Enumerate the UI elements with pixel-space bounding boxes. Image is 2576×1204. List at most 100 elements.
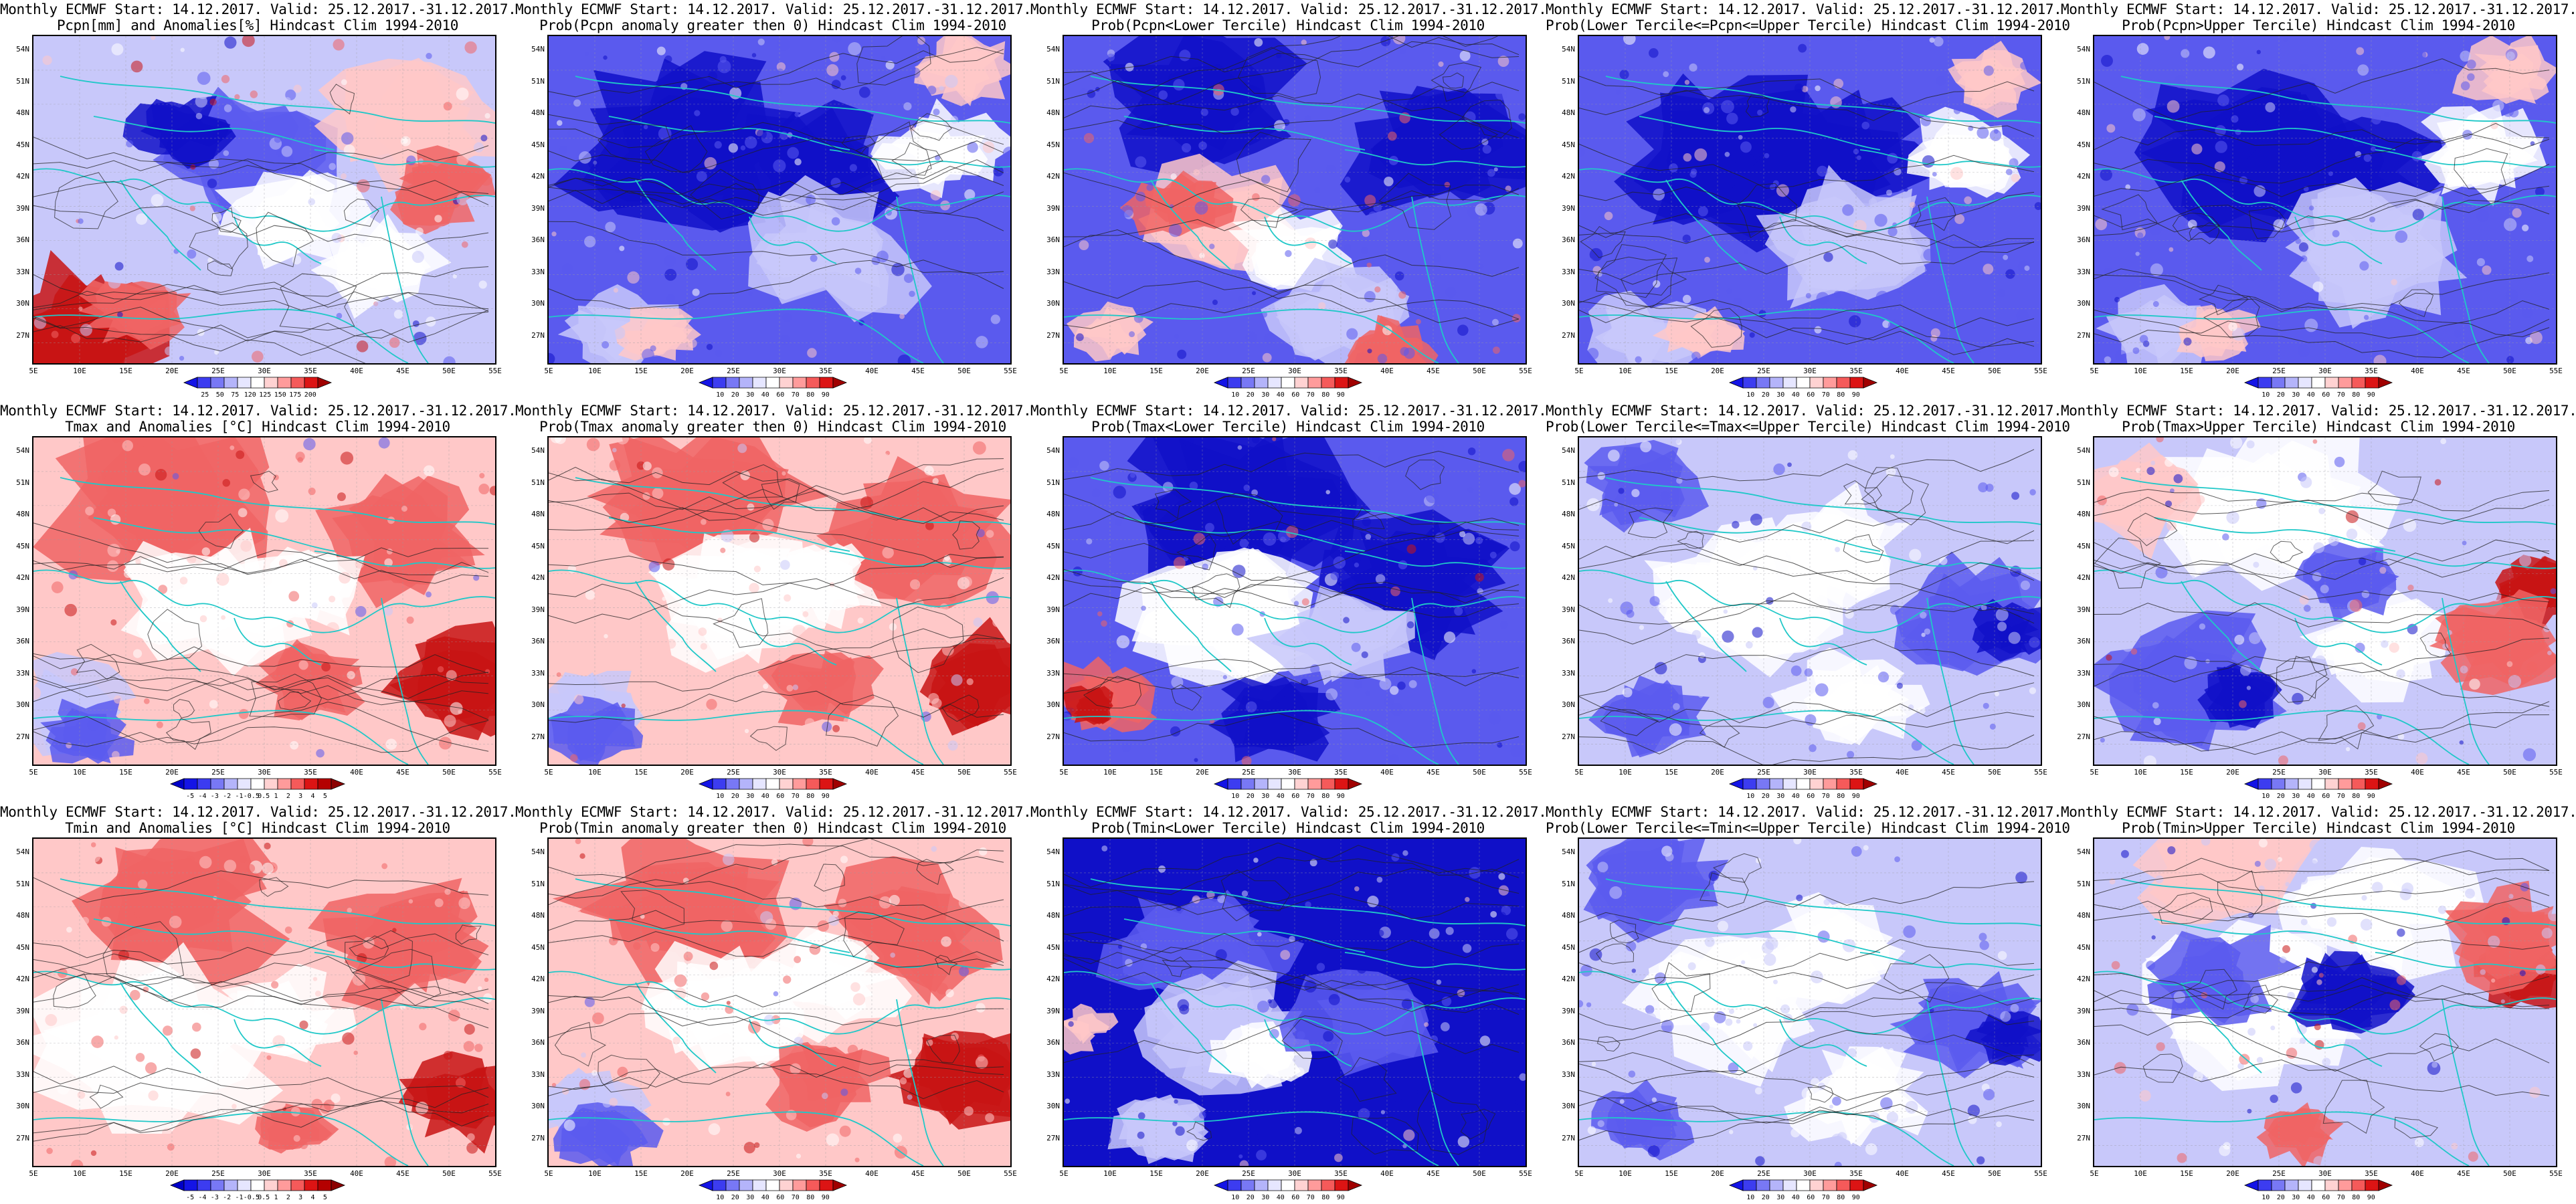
colorbar-swatch [698,778,713,790]
longitude-label: 45E [2457,367,2470,375]
colorbar-swatch [1334,1179,1349,1191]
longitude-label: 40E [865,768,879,777]
latitude-label: 45N [2077,140,2090,149]
latitude-label: 33N [16,1070,29,1079]
latitude-label: 39N [1562,1006,1575,1015]
colorbar-swatch [819,1179,834,1191]
colorbar-tick-label: 60 [1807,793,1815,800]
latitude-label: 48N [531,911,545,920]
longitude-label: 40E [1380,1169,1394,1178]
colorbar [2243,778,2393,790]
longitude-label: 35E [1334,1169,1348,1178]
longitude-label: 40E [1896,1169,1909,1178]
colorbar-swatch [2365,1179,2379,1191]
colorbar-swatch [250,1179,265,1191]
colorbar-swatch [1227,1179,1242,1191]
map-panel: Monthly ECMWF Start: 14.12.2017. Valid: … [0,401,517,803]
longitude-label: 55E [2034,768,2047,777]
forecast-field [1579,839,2041,1166]
colorbar-swatch [2271,778,2286,790]
colorbar-swatch [792,778,807,790]
colorbar-tick-label: 90 [2367,391,2375,399]
latitude-label: 42N [531,172,545,181]
colorbar-tick-label: 30 [1776,391,1785,399]
map-panel: Monthly ECMWF Start: 14.12.2017. Valid: … [1546,401,2070,803]
colorbar-swatch [237,377,252,389]
colorbar-swatch [304,1179,318,1191]
colorbar [1728,778,1878,790]
latitude-label: 39N [531,1006,545,1015]
colorbar-swatch [277,778,292,790]
longitude-label: 25E [727,768,740,777]
longitude-label: 55E [2549,367,2563,375]
longitude-label: 50E [1988,367,2001,375]
map-panel: Monthly ECMWF Start: 14.12.2017. Valid: … [1030,0,1547,401]
longitude-label: 50E [442,367,456,375]
colorbar-swatch [806,1179,820,1191]
latitude-label: 45N [531,541,545,550]
colorbar-tick-label: 90 [821,391,830,399]
panel-title-line-1: Monthly ECMWF Start: 14.12.2017. Valid: … [2061,403,2576,419]
forecast-map [32,35,496,365]
colorbar-swatch [1227,377,1242,389]
colorbar-tick-label: 90 [2367,1194,2375,1201]
longitude-label: 40E [2411,768,2424,777]
colorbar-swatch [1849,778,1864,790]
latitude-label: 54N [2077,446,2090,455]
colorbar-swatch [2243,778,2259,790]
forecast-field [1064,437,1526,765]
latitude-label: 39N [1046,203,1060,213]
latitude-label: 48N [16,510,29,518]
colorbar-swatch [779,1179,794,1191]
colorbar-tick-label: 10 [2262,391,2270,399]
colorbar-swatch [223,778,238,790]
latitude-label: 33N [16,668,29,678]
colorbar-tick-label: 40 [1791,1194,1800,1201]
colorbar-tick-label: 10 [1231,793,1240,800]
colorbar-swatch [1823,778,1837,790]
forecast-map [547,35,1012,365]
colorbar-swatch [765,778,780,790]
colorbar-swatch [277,1179,292,1191]
latitude-label: 48N [1046,108,1060,117]
longitude-label: 40E [350,768,363,777]
colorbar-tick-label: 25 [201,391,209,399]
latitude-label: 45N [531,140,545,149]
longitude-label: 40E [1380,768,1394,777]
longitude-label: 15E [634,367,648,375]
colorbar-tick-label: 10 [1746,793,1755,800]
panel-title-line-1: Monthly ECMWF Start: 14.12.2017. Valid: … [2061,804,2576,820]
latitude-label: 33N [1046,668,1060,678]
longitude-label: 55E [1004,367,1017,375]
colorbar-swatch [210,1179,225,1191]
forecast-field [2094,36,2556,363]
latitude-label: 51N [531,478,545,487]
latitude-label: 33N [2077,1070,2090,1079]
colorbar-tick-label: -4 [198,793,207,800]
forecast-map [32,436,496,766]
longitude-label: 55E [1004,768,1017,777]
panel-title-line-2: Prob(Tmax anomaly greater then 0) Hindca… [539,419,1006,435]
longitude-label: 45E [1942,1169,1955,1178]
latitude-label: 33N [531,668,545,678]
colorbar-tick-label: 30 [1776,793,1785,800]
longitude-label: 5E [29,367,38,375]
longitude-label: 20E [1711,1169,1724,1178]
colorbar-swatch [210,377,225,389]
colorbar-swatch [1728,377,1744,389]
forecast-field [549,437,1010,765]
longitude-label: 45E [396,768,409,777]
colorbar-swatch [2243,1179,2259,1191]
latitude-label: 27N [16,1133,29,1142]
colorbar-swatch [1240,377,1255,389]
latitude-label: 42N [1562,172,1575,181]
latitude-label: 33N [531,1070,545,1079]
longitude-label: 30E [1803,768,1817,777]
colorbar-tick-label: 30 [1261,391,1270,399]
latitude-label: 51N [1046,879,1060,888]
latitude-label: 30N [531,1102,545,1110]
colorbar-swatch [1782,377,1797,389]
panel-title-line-1: Monthly ECMWF Start: 14.12.2017. Valid: … [1546,804,2062,820]
longitude-label: 20E [2226,768,2239,777]
latitude-label: 51N [531,76,545,86]
